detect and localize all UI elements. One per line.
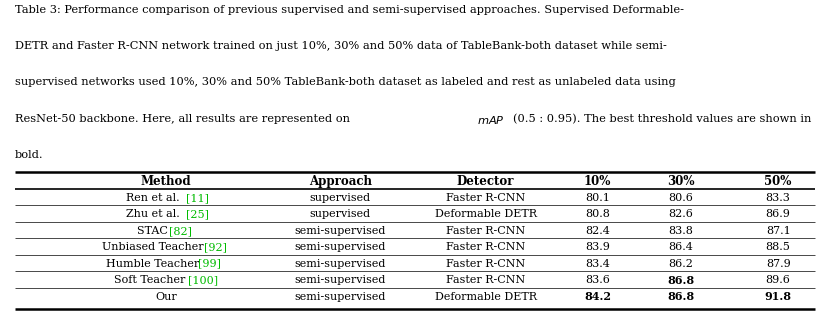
- Text: semi-supervised: semi-supervised: [295, 226, 386, 236]
- Text: Approach: Approach: [309, 175, 372, 188]
- Text: Detector: Detector: [457, 175, 515, 188]
- Text: 86.8: 86.8: [667, 275, 694, 286]
- Text: semi-supervised: semi-supervised: [295, 259, 386, 269]
- Text: Faster R-CNN: Faster R-CNN: [446, 193, 525, 203]
- Text: 83.4: 83.4: [585, 259, 610, 269]
- Text: bold.: bold.: [15, 150, 43, 160]
- Text: Faster R-CNN: Faster R-CNN: [446, 242, 525, 252]
- Text: Our: Our: [155, 292, 177, 302]
- Text: 87.9: 87.9: [766, 259, 790, 269]
- Text: STAC: STAC: [137, 226, 172, 236]
- Text: 10%: 10%: [584, 175, 611, 188]
- Text: Unbiased Teacher: Unbiased Teacher: [102, 242, 207, 252]
- Text: 87.1: 87.1: [766, 226, 790, 236]
- Text: 82.6: 82.6: [668, 209, 693, 219]
- Text: supervised networks used 10%, 30% and 50% TableBank-both dataset as labeled and : supervised networks used 10%, 30% and 50…: [15, 77, 676, 88]
- Text: semi-supervised: semi-supervised: [295, 242, 386, 252]
- Text: 30%: 30%: [666, 175, 695, 188]
- Text: 86.9: 86.9: [766, 209, 790, 219]
- Text: Table 3: Performance comparison of previous supervised and semi-supervised appro: Table 3: Performance comparison of previ…: [15, 5, 684, 15]
- Text: supervised: supervised: [310, 193, 371, 203]
- Text: 80.1: 80.1: [585, 193, 610, 203]
- Text: semi-supervised: semi-supervised: [295, 292, 386, 302]
- Text: Method: Method: [141, 175, 191, 188]
- Text: 83.6: 83.6: [585, 275, 610, 285]
- Text: Faster R-CNN: Faster R-CNN: [446, 259, 525, 269]
- Text: 50%: 50%: [764, 175, 792, 188]
- Text: 91.8: 91.8: [764, 291, 792, 302]
- Text: 83.8: 83.8: [668, 226, 693, 236]
- Text: 83.9: 83.9: [585, 242, 610, 252]
- Text: [82]: [82]: [169, 226, 192, 236]
- Text: Deformable DETR: Deformable DETR: [435, 209, 536, 219]
- Text: 80.8: 80.8: [585, 209, 610, 219]
- Text: Zhu et al.: Zhu et al.: [126, 209, 183, 219]
- Text: Faster R-CNN: Faster R-CNN: [446, 275, 525, 285]
- Text: Faster R-CNN: Faster R-CNN: [446, 226, 525, 236]
- Text: DETR and Faster R-CNN network trained on just 10%, 30% and 50% data of TableBank: DETR and Faster R-CNN network trained on…: [15, 41, 666, 51]
- Text: 82.4: 82.4: [585, 226, 610, 236]
- Text: Humble Teacher: Humble Teacher: [106, 259, 203, 269]
- Text: 84.2: 84.2: [584, 291, 611, 302]
- Text: 80.6: 80.6: [668, 193, 693, 203]
- Text: [25]: [25]: [186, 209, 209, 219]
- Text: 89.6: 89.6: [766, 275, 790, 285]
- Text: Soft Teacher: Soft Teacher: [114, 275, 189, 285]
- Text: 86.2: 86.2: [668, 259, 693, 269]
- Text: Deformable DETR: Deformable DETR: [435, 292, 536, 302]
- Text: 86.8: 86.8: [667, 291, 694, 302]
- Text: [11]: [11]: [186, 193, 209, 203]
- Text: ResNet-50 backbone. Here, all results are represented on: ResNet-50 backbone. Here, all results ar…: [15, 114, 354, 124]
- Text: 83.3: 83.3: [766, 193, 790, 203]
- Text: [99]: [99]: [198, 259, 221, 269]
- Text: $mAP$: $mAP$: [477, 114, 505, 126]
- Text: 88.5: 88.5: [766, 242, 790, 252]
- Text: [100]: [100]: [188, 275, 218, 285]
- Text: semi-supervised: semi-supervised: [295, 275, 386, 285]
- Text: (0.5 : 0.95). The best threshold values are shown in: (0.5 : 0.95). The best threshold values …: [513, 114, 811, 124]
- Text: [92]: [92]: [203, 242, 227, 252]
- Text: Ren et al.: Ren et al.: [126, 193, 183, 203]
- Text: supervised: supervised: [310, 209, 371, 219]
- Text: 86.4: 86.4: [668, 242, 693, 252]
